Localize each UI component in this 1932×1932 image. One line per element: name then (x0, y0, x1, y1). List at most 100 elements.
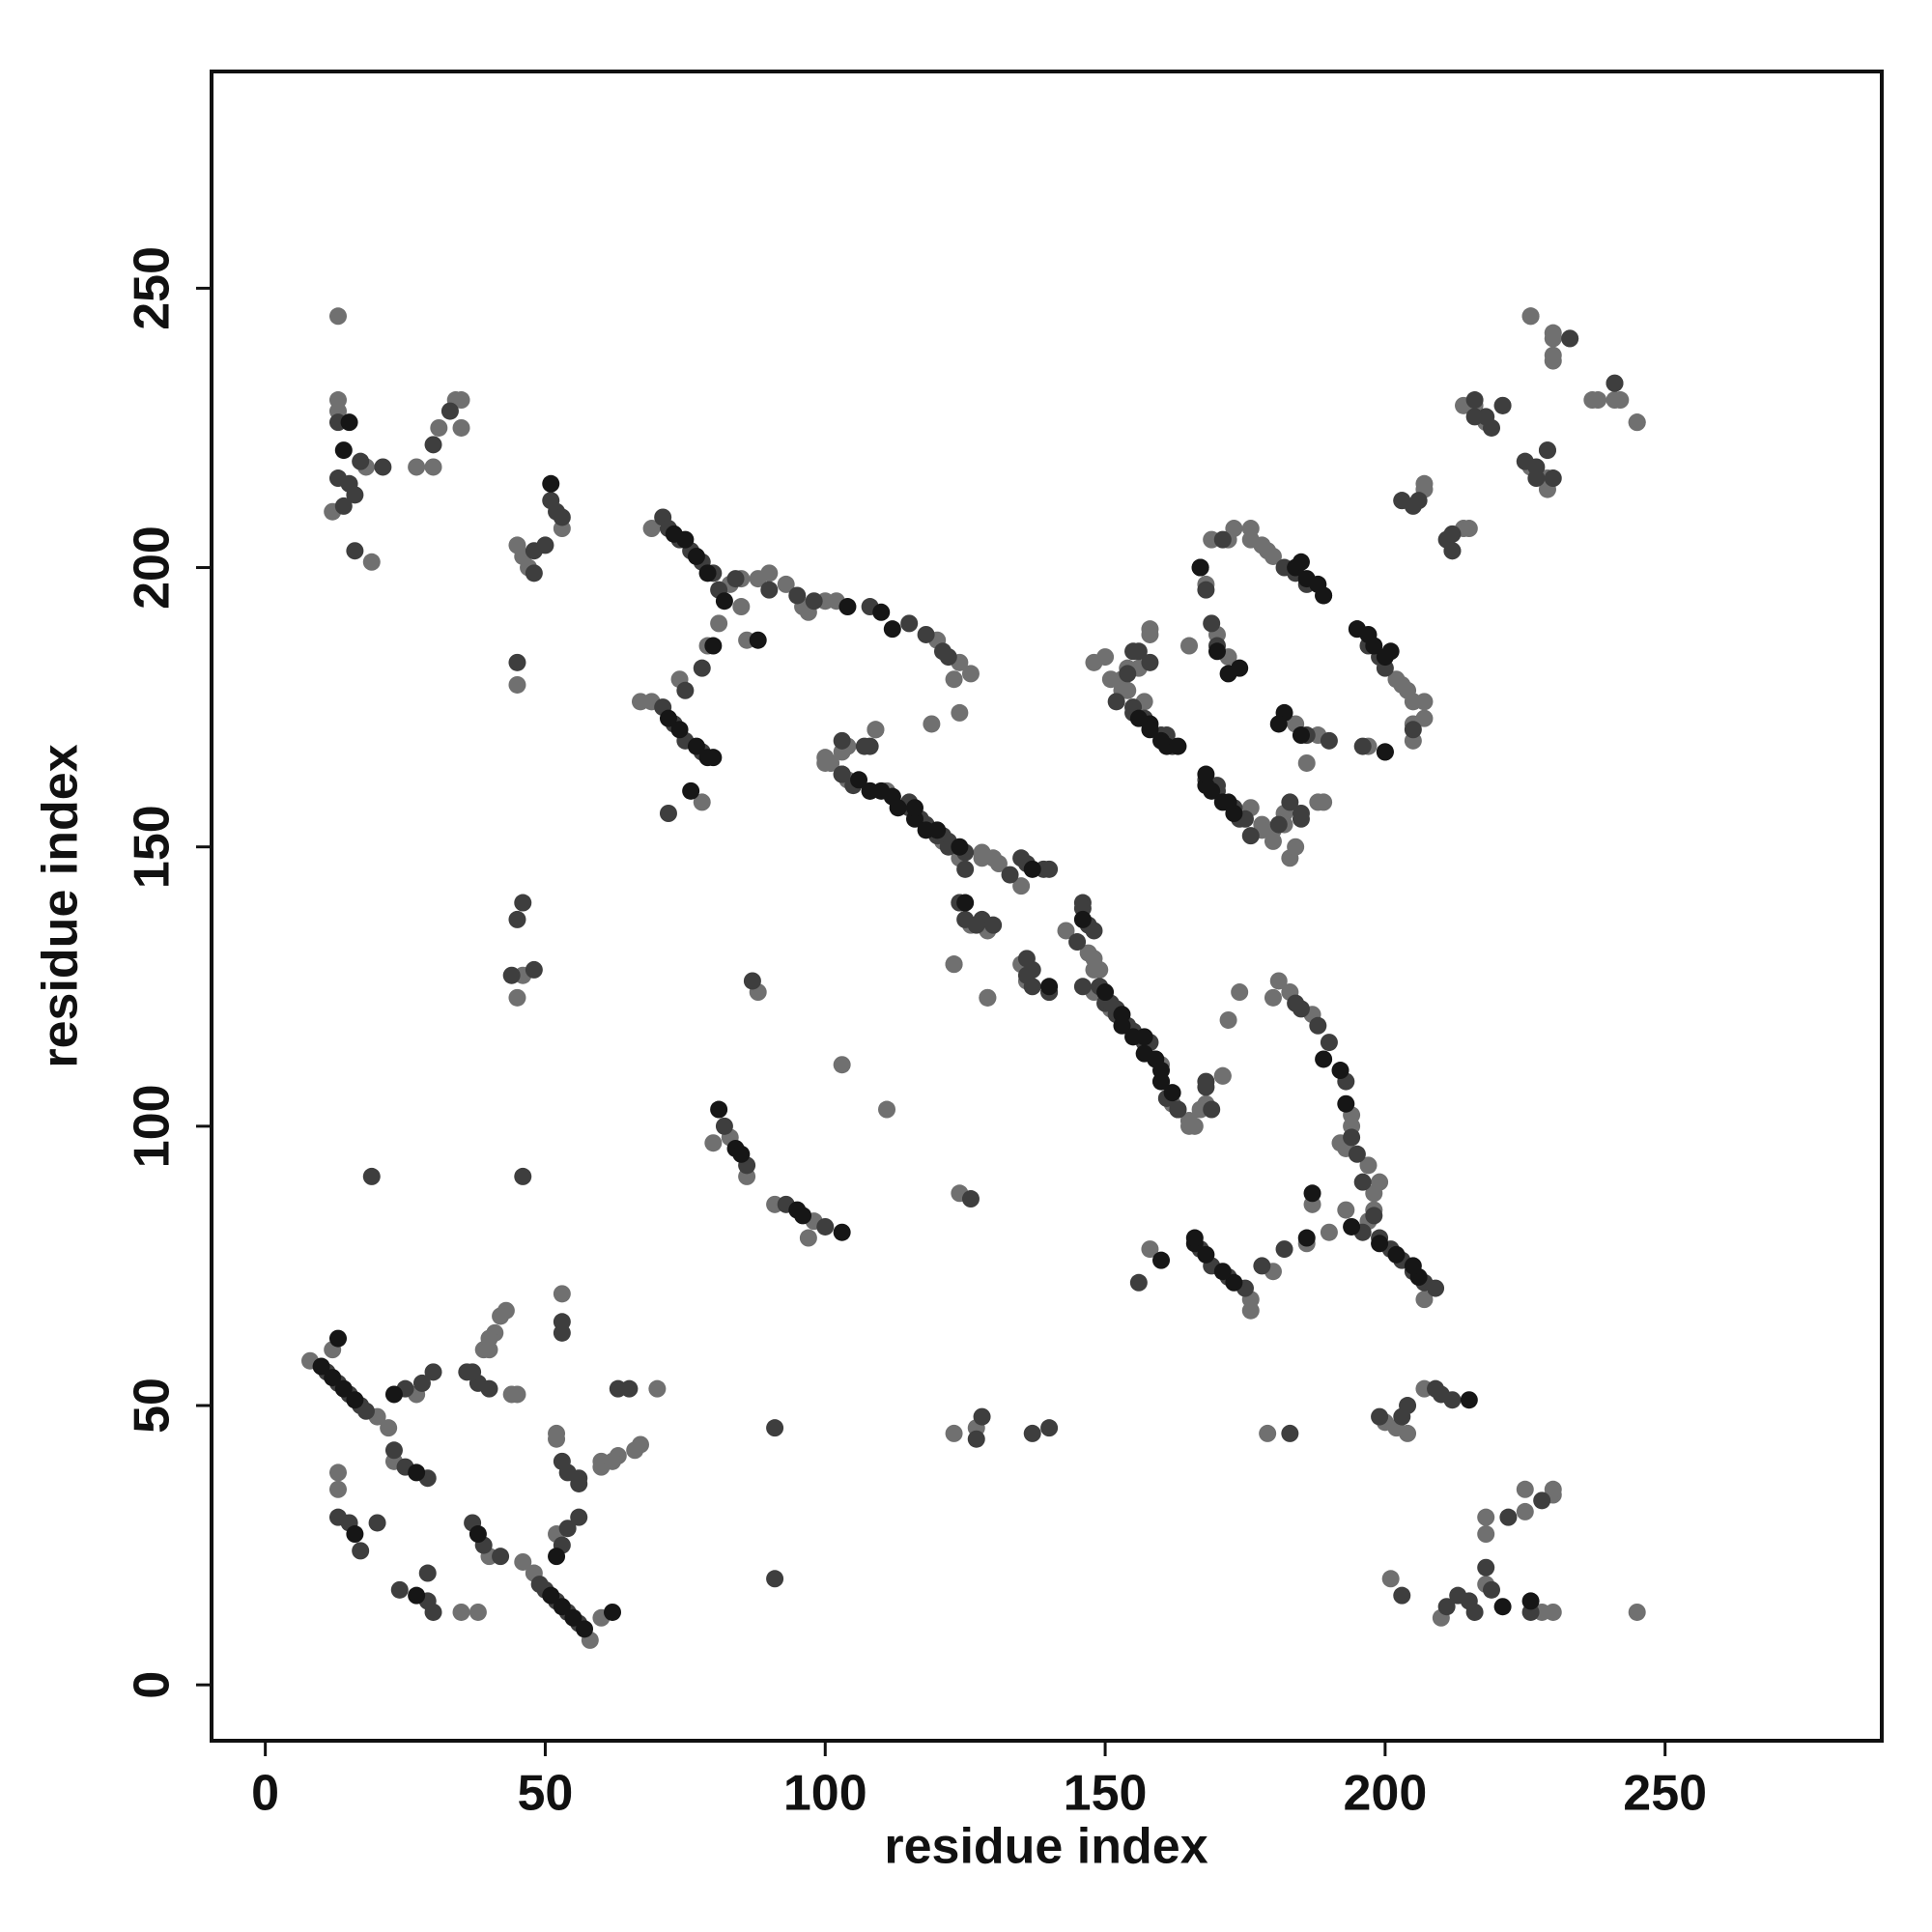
point (704, 749, 723, 767)
point (766, 1570, 784, 1588)
point (732, 598, 751, 616)
point (788, 1201, 807, 1219)
point (1371, 1235, 1389, 1253)
point (1477, 1508, 1495, 1526)
point (945, 955, 963, 974)
point (1023, 860, 1041, 878)
point (1443, 525, 1462, 543)
point (390, 1580, 409, 1599)
point (1521, 1592, 1540, 1610)
point (514, 1552, 532, 1571)
point (917, 821, 935, 839)
point (1292, 726, 1310, 745)
point (838, 598, 857, 616)
point (508, 910, 526, 928)
point (1185, 1229, 1204, 1247)
point (334, 497, 353, 515)
point (715, 592, 733, 611)
point (687, 547, 705, 565)
point (1359, 625, 1378, 643)
point (1219, 793, 1237, 811)
point (1231, 659, 1249, 677)
point (1499, 1508, 1518, 1526)
point (732, 1145, 751, 1163)
point (1320, 1223, 1338, 1241)
point (1023, 978, 1041, 996)
point (1129, 709, 1148, 727)
point (1399, 1424, 1417, 1442)
point (1371, 1173, 1389, 1191)
point (1169, 737, 1187, 755)
point (961, 1190, 980, 1208)
point (1292, 805, 1310, 822)
point (1269, 972, 1288, 990)
point (760, 564, 779, 582)
x-tick-label: 150 (1064, 1766, 1148, 1822)
point (951, 838, 969, 856)
point (956, 910, 975, 928)
point (749, 631, 767, 649)
point (659, 709, 677, 727)
point (1315, 793, 1333, 811)
plot-frame (210, 70, 1884, 1743)
point (1259, 542, 1277, 560)
point (945, 1424, 963, 1442)
point (1376, 743, 1394, 761)
point (1315, 586, 1333, 605)
point (1516, 1502, 1534, 1520)
point (1381, 1570, 1400, 1588)
point (1320, 1034, 1338, 1052)
point (1493, 1598, 1512, 1616)
point (430, 418, 448, 437)
point (1460, 1391, 1478, 1409)
point (760, 581, 779, 599)
point (1583, 391, 1602, 410)
point (424, 436, 442, 454)
point (1203, 614, 1221, 633)
point (1213, 1066, 1232, 1085)
point (1197, 1245, 1215, 1264)
point (1371, 1407, 1389, 1426)
point (861, 781, 879, 800)
point (973, 1407, 991, 1426)
point (1516, 452, 1534, 470)
point (788, 586, 807, 605)
point (1544, 324, 1562, 342)
point (1141, 1240, 1159, 1259)
point (956, 894, 975, 912)
point (542, 1586, 560, 1605)
point (362, 1167, 381, 1185)
point (328, 1480, 347, 1498)
point (1628, 1603, 1646, 1621)
point (1124, 642, 1143, 661)
point (1281, 1424, 1299, 1442)
point (670, 721, 689, 739)
point (553, 1313, 571, 1331)
point (1544, 1480, 1562, 1498)
x-tick-label: 50 (518, 1766, 574, 1822)
point (492, 1548, 510, 1566)
point (642, 520, 661, 538)
point (816, 1217, 835, 1236)
point (1493, 396, 1512, 414)
point (514, 1167, 532, 1185)
point (553, 1285, 571, 1303)
point (979, 988, 997, 1007)
point (380, 1419, 398, 1437)
point (1057, 922, 1075, 940)
point (1292, 553, 1310, 571)
point (408, 458, 426, 476)
point (850, 771, 868, 789)
point (726, 570, 745, 588)
point (530, 1576, 549, 1594)
point (374, 458, 392, 476)
point (620, 1379, 639, 1398)
point (1449, 1586, 1467, 1605)
point (548, 1548, 566, 1566)
point (334, 1379, 353, 1398)
point (1219, 1010, 1237, 1029)
y-tick-label: 200 (125, 526, 181, 610)
point (1303, 1184, 1321, 1203)
point (346, 1391, 364, 1409)
point (682, 781, 700, 800)
